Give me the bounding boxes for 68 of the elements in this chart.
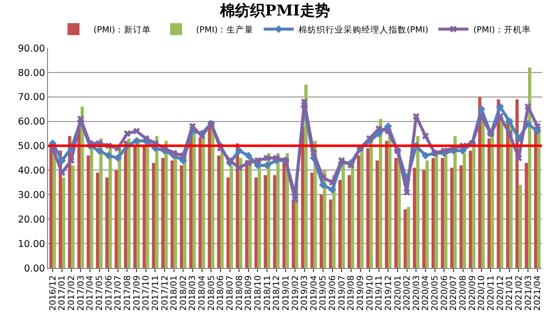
legend-label: (PMI)：新订单 [94, 24, 152, 36]
x-tick-label: 2019/07 [337, 275, 348, 311]
x-tick-label: 2017/10 [142, 275, 152, 311]
x-tick-label: 2020/07 [449, 275, 460, 311]
x-tick-label: 2018/03 [188, 275, 198, 311]
x-tick-label: 2018/05 [206, 275, 217, 311]
x-tick-label: 2017/07 [114, 275, 124, 311]
y-tick-label: 10.00 [18, 238, 46, 250]
x-tick-label: 2021/01 [505, 275, 516, 311]
x-tick-label: 2019/08 [346, 275, 357, 311]
y-tick-label: 70.00 [18, 92, 46, 104]
x-tick-label: 2018/07 [226, 275, 236, 311]
x-tick-label: 2017/06 [104, 275, 114, 311]
x-tick-label: 2019/05 [318, 275, 329, 311]
x-tick-label: 2020/08 [458, 275, 469, 311]
x-tick-label: 2017/09 [132, 275, 142, 311]
x-tick-label: 2021/03 [524, 275, 534, 311]
x-tick-label: 2019/04 [309, 275, 320, 311]
x-tick-label: 2018/01 [170, 275, 180, 311]
x-tick-label: 2018/12 [272, 275, 282, 311]
x-tick-label: 2019/11 [374, 275, 385, 311]
x-tick-label: 2020/11 [486, 275, 497, 311]
x-tick-label: 2017/12 [160, 275, 170, 311]
x-tick-label: 2020/01 [393, 275, 404, 311]
y-tick-label: 60.00 [18, 116, 46, 128]
x-tick-label: 2020/02 [402, 275, 413, 311]
y-tick-label: 20.00 [18, 214, 46, 226]
x-tick-label: 2018/10 [253, 275, 264, 311]
x-tick-label: 2018/11 [262, 275, 273, 311]
x-tick-label: 2019/06 [328, 275, 338, 311]
y-tick-label: 0.00 [24, 263, 46, 274]
x-tick-label: 2017/04 [86, 275, 96, 311]
x-tick-label: 2018/09 [244, 275, 254, 311]
x-tick-label: 2019/09 [356, 275, 366, 311]
legend-label: 棉纺织行业采购经理人指数(PMI) [298, 24, 428, 36]
y-tick-label: 40.00 [18, 166, 46, 177]
x-tick-label: 2017/08 [122, 275, 133, 311]
x-tick-label: 2021/02 [514, 275, 524, 311]
x-tick-label: 2019/03 [300, 275, 310, 311]
y-tick-label: 50.00 [18, 141, 46, 152]
y-tick-label: 80.00 [18, 68, 46, 79]
x-tick-label: 2020/03 [412, 275, 422, 311]
x-tick-label: 2019/10 [365, 275, 376, 311]
x-tick-label: 2020/12 [496, 275, 506, 311]
x-tick-label: 2018/02 [178, 275, 189, 311]
x-tick-label: 2020/05 [430, 275, 441, 311]
x-tick-label: 2017/05 [95, 275, 106, 311]
x-tick-label: 2017/11 [150, 275, 161, 311]
x-tick-label: 2018/04 [198, 275, 208, 311]
x-tick-label: 2017/02 [67, 275, 78, 311]
x-tick-label: 2019/12 [384, 275, 394, 311]
x-tick-label: 2017/03 [76, 275, 86, 311]
x-tick-label: 2018/06 [216, 275, 226, 311]
x-tick-label: 2017/01 [58, 275, 68, 311]
x-tick-label: 2019/02 [290, 275, 301, 311]
x-tick-label: 2020/04 [421, 275, 432, 311]
chart-title: 棉纺织PMI走势 [219, 1, 330, 20]
x-tick-label: 2020/09 [468, 275, 478, 311]
y-tick-label: 30.00 [18, 190, 46, 201]
x-tick-label: 2019/01 [281, 275, 292, 311]
y-tick-label: 90.00 [18, 43, 46, 54]
x-tick-label: 2020/10 [477, 275, 488, 311]
x-tick-label: 2021/04 [533, 275, 544, 311]
x-tick-label: 2020/06 [440, 275, 450, 311]
legend-label: (PMI)：生产量 [196, 24, 254, 36]
x-tick-label: 2018/08 [234, 275, 245, 311]
x-tick-label: 2016/12 [48, 275, 58, 311]
legend-label: (PMI)：开机率 [473, 24, 531, 36]
